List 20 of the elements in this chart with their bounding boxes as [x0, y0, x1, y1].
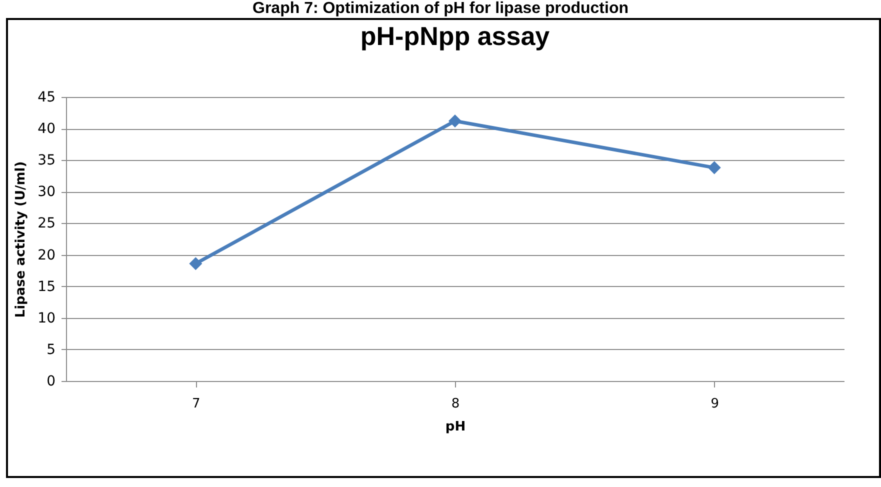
y-tick-label: 20 — [38, 247, 56, 264]
x-tick-label: 8 — [451, 396, 460, 412]
x-tick-label: 9 — [710, 396, 719, 412]
y-tick-label: 15 — [38, 278, 56, 295]
y-tick-label: 25 — [38, 216, 56, 232]
point — [448, 114, 462, 128]
point — [189, 257, 202, 270]
y-tick-label: 35 — [38, 152, 56, 169]
y-tick-label: 30 — [38, 184, 56, 200]
y-tick-label: 0 — [46, 374, 56, 390]
x-tick-label: 7 — [192, 396, 200, 412]
y-tick-label: 45 — [38, 90, 56, 106]
y-tick-label: 5 — [46, 342, 56, 358]
chart-title: pH-pNpp assay — [360, 21, 550, 51]
y-axis-title: Lipase activity (U/ml) — [14, 161, 29, 318]
y-tick-label: 10 — [38, 310, 56, 326]
point — [708, 161, 721, 174]
x-axis-title: pH — [445, 420, 466, 434]
caption: Graph 7: Optimization of pH for lipase production — [252, 0, 630, 18]
y-tick-label: 40 — [38, 121, 56, 138]
